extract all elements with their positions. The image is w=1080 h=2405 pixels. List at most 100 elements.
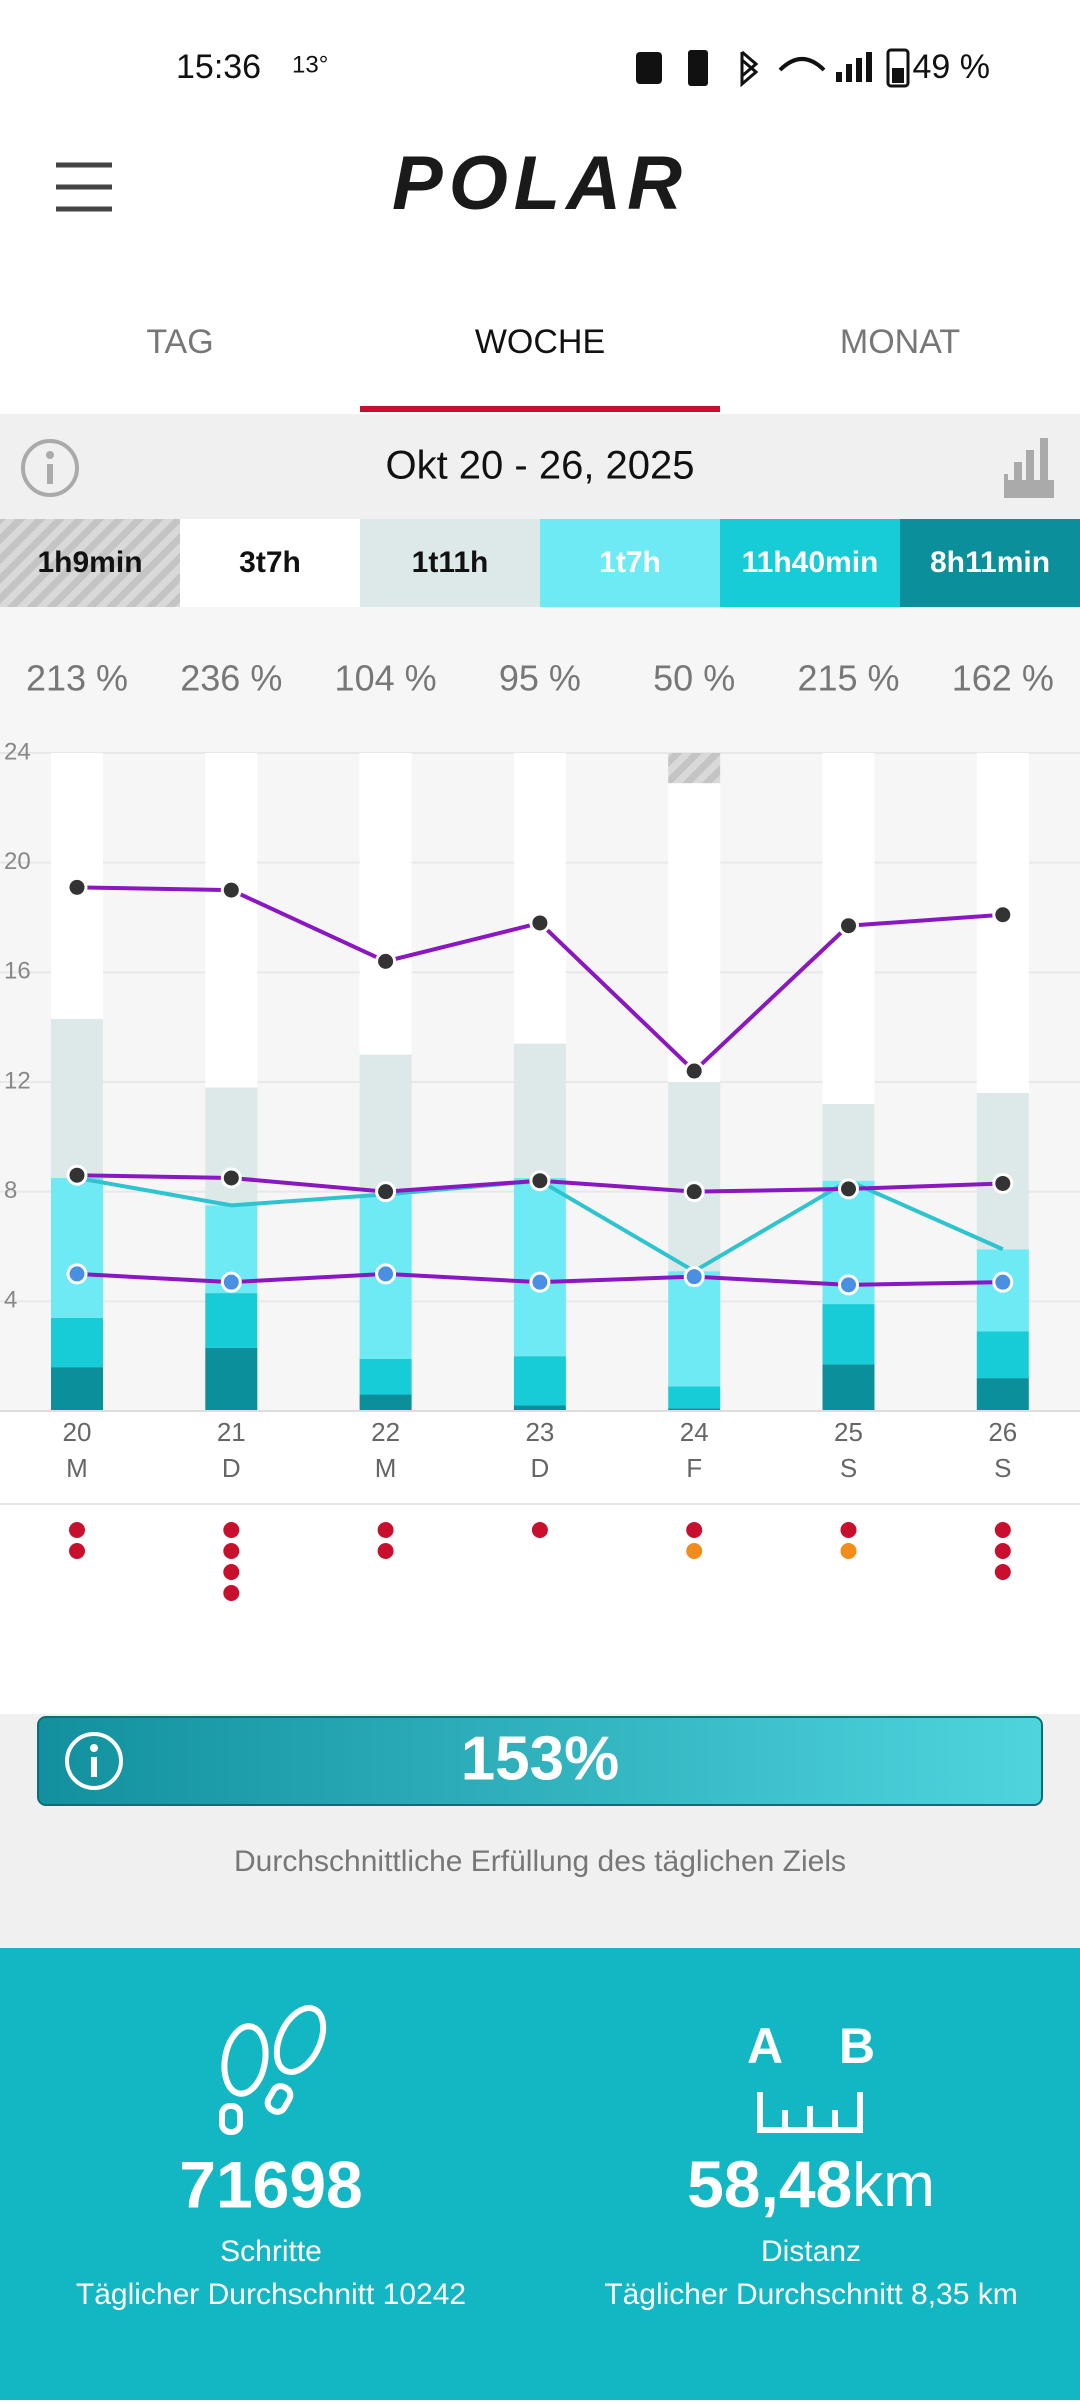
goal-bar[interactable] [37,1716,1043,1806]
weekday-label: F [686,1453,702,1483]
line-marker [375,950,397,972]
distance-icon [757,2092,863,2133]
x-tick-label: 20 [63,1417,92,1447]
x-tick-label: 26 [988,1417,1017,1447]
line-marker [838,915,859,937]
goal-percent-label: 50 % [653,658,735,699]
line-marker [529,1271,551,1293]
day-dot [994,1522,1011,1538]
bar-segment [51,1177,103,1318]
bar-segment [822,1304,875,1365]
weekday-label: M [66,1453,88,1483]
bar-segment [359,1394,412,1411]
line-marker [375,1263,397,1285]
legend: 8h11min 11h40min 1t7h 1t11h 3t7h 1h9min [0,519,1080,607]
bar-segment [51,1317,103,1368]
chart: 4 8 12 16 20 24 213 % 20 M 236 % 21 D 104 % 22 M 95 % 23… [0,658,1080,1601]
info-button[interactable] [21,439,79,497]
bar-segment [976,1378,1029,1411]
legend-label: 1t7h [599,546,661,579]
y-tick-label: 4 [4,1287,17,1314]
bar-segment [822,1364,875,1411]
menu-button[interactable] [56,162,112,212]
bar-segment [359,1054,412,1195]
chart-type-button[interactable] [1004,438,1054,498]
goal-percent-label: 104 % [335,658,437,699]
line-marker [992,904,1014,926]
distance-icon-b: B [839,2018,875,2074]
bar-segment [668,783,721,1082]
brand-logo: POLAR [392,141,688,226]
tab[interactable]: TAG [146,323,213,361]
legend-chip[interactable] [0,519,180,607]
bar-segment [205,1347,258,1411]
line-marker [838,1274,859,1296]
day-dot [223,1543,240,1559]
goal-percent-label: 213 % [26,658,128,699]
line-marker [529,1170,551,1192]
day-dot [223,1585,240,1601]
weekday-label: D [222,1453,241,1483]
line-marker [838,1178,859,1200]
bar-segment [668,1386,721,1409]
weekday-label: S [994,1453,1011,1483]
steps-icon [219,2005,327,2135]
legend-label: 8h11min [930,546,1050,579]
steps-label: Schritte [220,2235,322,2268]
legend-chip[interactable] [720,519,900,607]
tab[interactable]: WOCHE [475,323,605,361]
bar-segment [822,1103,875,1181]
distance-value: 58,48km [687,2147,935,2221]
steps-value: 71698 [179,2147,363,2221]
day-dot [69,1543,85,1559]
bar-segment [976,1092,1029,1250]
line-marker [992,1271,1014,1293]
bar-segment [513,753,566,1044]
day-dot [994,1543,1011,1559]
day-dot [377,1522,394,1538]
day-dot [69,1522,85,1538]
bar-segment [51,1367,103,1411]
steps-average: Täglicher Durchschnitt 10242 [76,2278,466,2311]
distance-number: 58,48 [687,2147,852,2221]
weekday-label: D [531,1453,550,1483]
day-dot [531,1522,548,1538]
bar-segment [205,753,258,1088]
day-dot [686,1522,703,1538]
goal-caption: Durchschnittliche Erfüllung des tägliche… [234,1845,846,1878]
goal-info-icon [65,1732,123,1790]
legend-chip[interactable] [360,519,540,607]
bar-segment [668,1408,721,1411]
bar-segment [668,1082,721,1272]
y-tick-label: 16 [4,958,31,985]
status-time: 15:36 [176,48,261,86]
legend-chip[interactable] [540,519,720,607]
line-marker [66,876,88,898]
goal-percent-label: 236 % [180,658,282,699]
legend-label: 1h9min [37,546,142,579]
bar-segment [51,1018,103,1178]
day-dot [686,1543,703,1559]
line-marker [220,1167,242,1189]
day-dot [377,1543,394,1559]
bar-segment [359,1358,412,1395]
distance-unit: km [852,2151,935,2220]
y-tick-label: 24 [4,738,31,765]
x-tick-label: 21 [217,1417,246,1447]
legend-label: 1t11h [412,546,489,579]
bar-segment [513,1405,566,1411]
tab[interactable]: MONAT [840,323,960,361]
line-marker [220,1271,242,1293]
legend-chip[interactable] [180,519,360,607]
bar-segment [668,1271,721,1387]
line-marker [66,1164,88,1186]
line-marker [683,1266,705,1288]
legend-chip[interactable] [900,519,1080,607]
x-tick-label: 25 [834,1417,863,1447]
line-marker [683,1181,705,1203]
stats-section [0,1948,1080,2400]
status-battery: 49 % [913,48,991,86]
tab-indicator [360,406,720,412]
